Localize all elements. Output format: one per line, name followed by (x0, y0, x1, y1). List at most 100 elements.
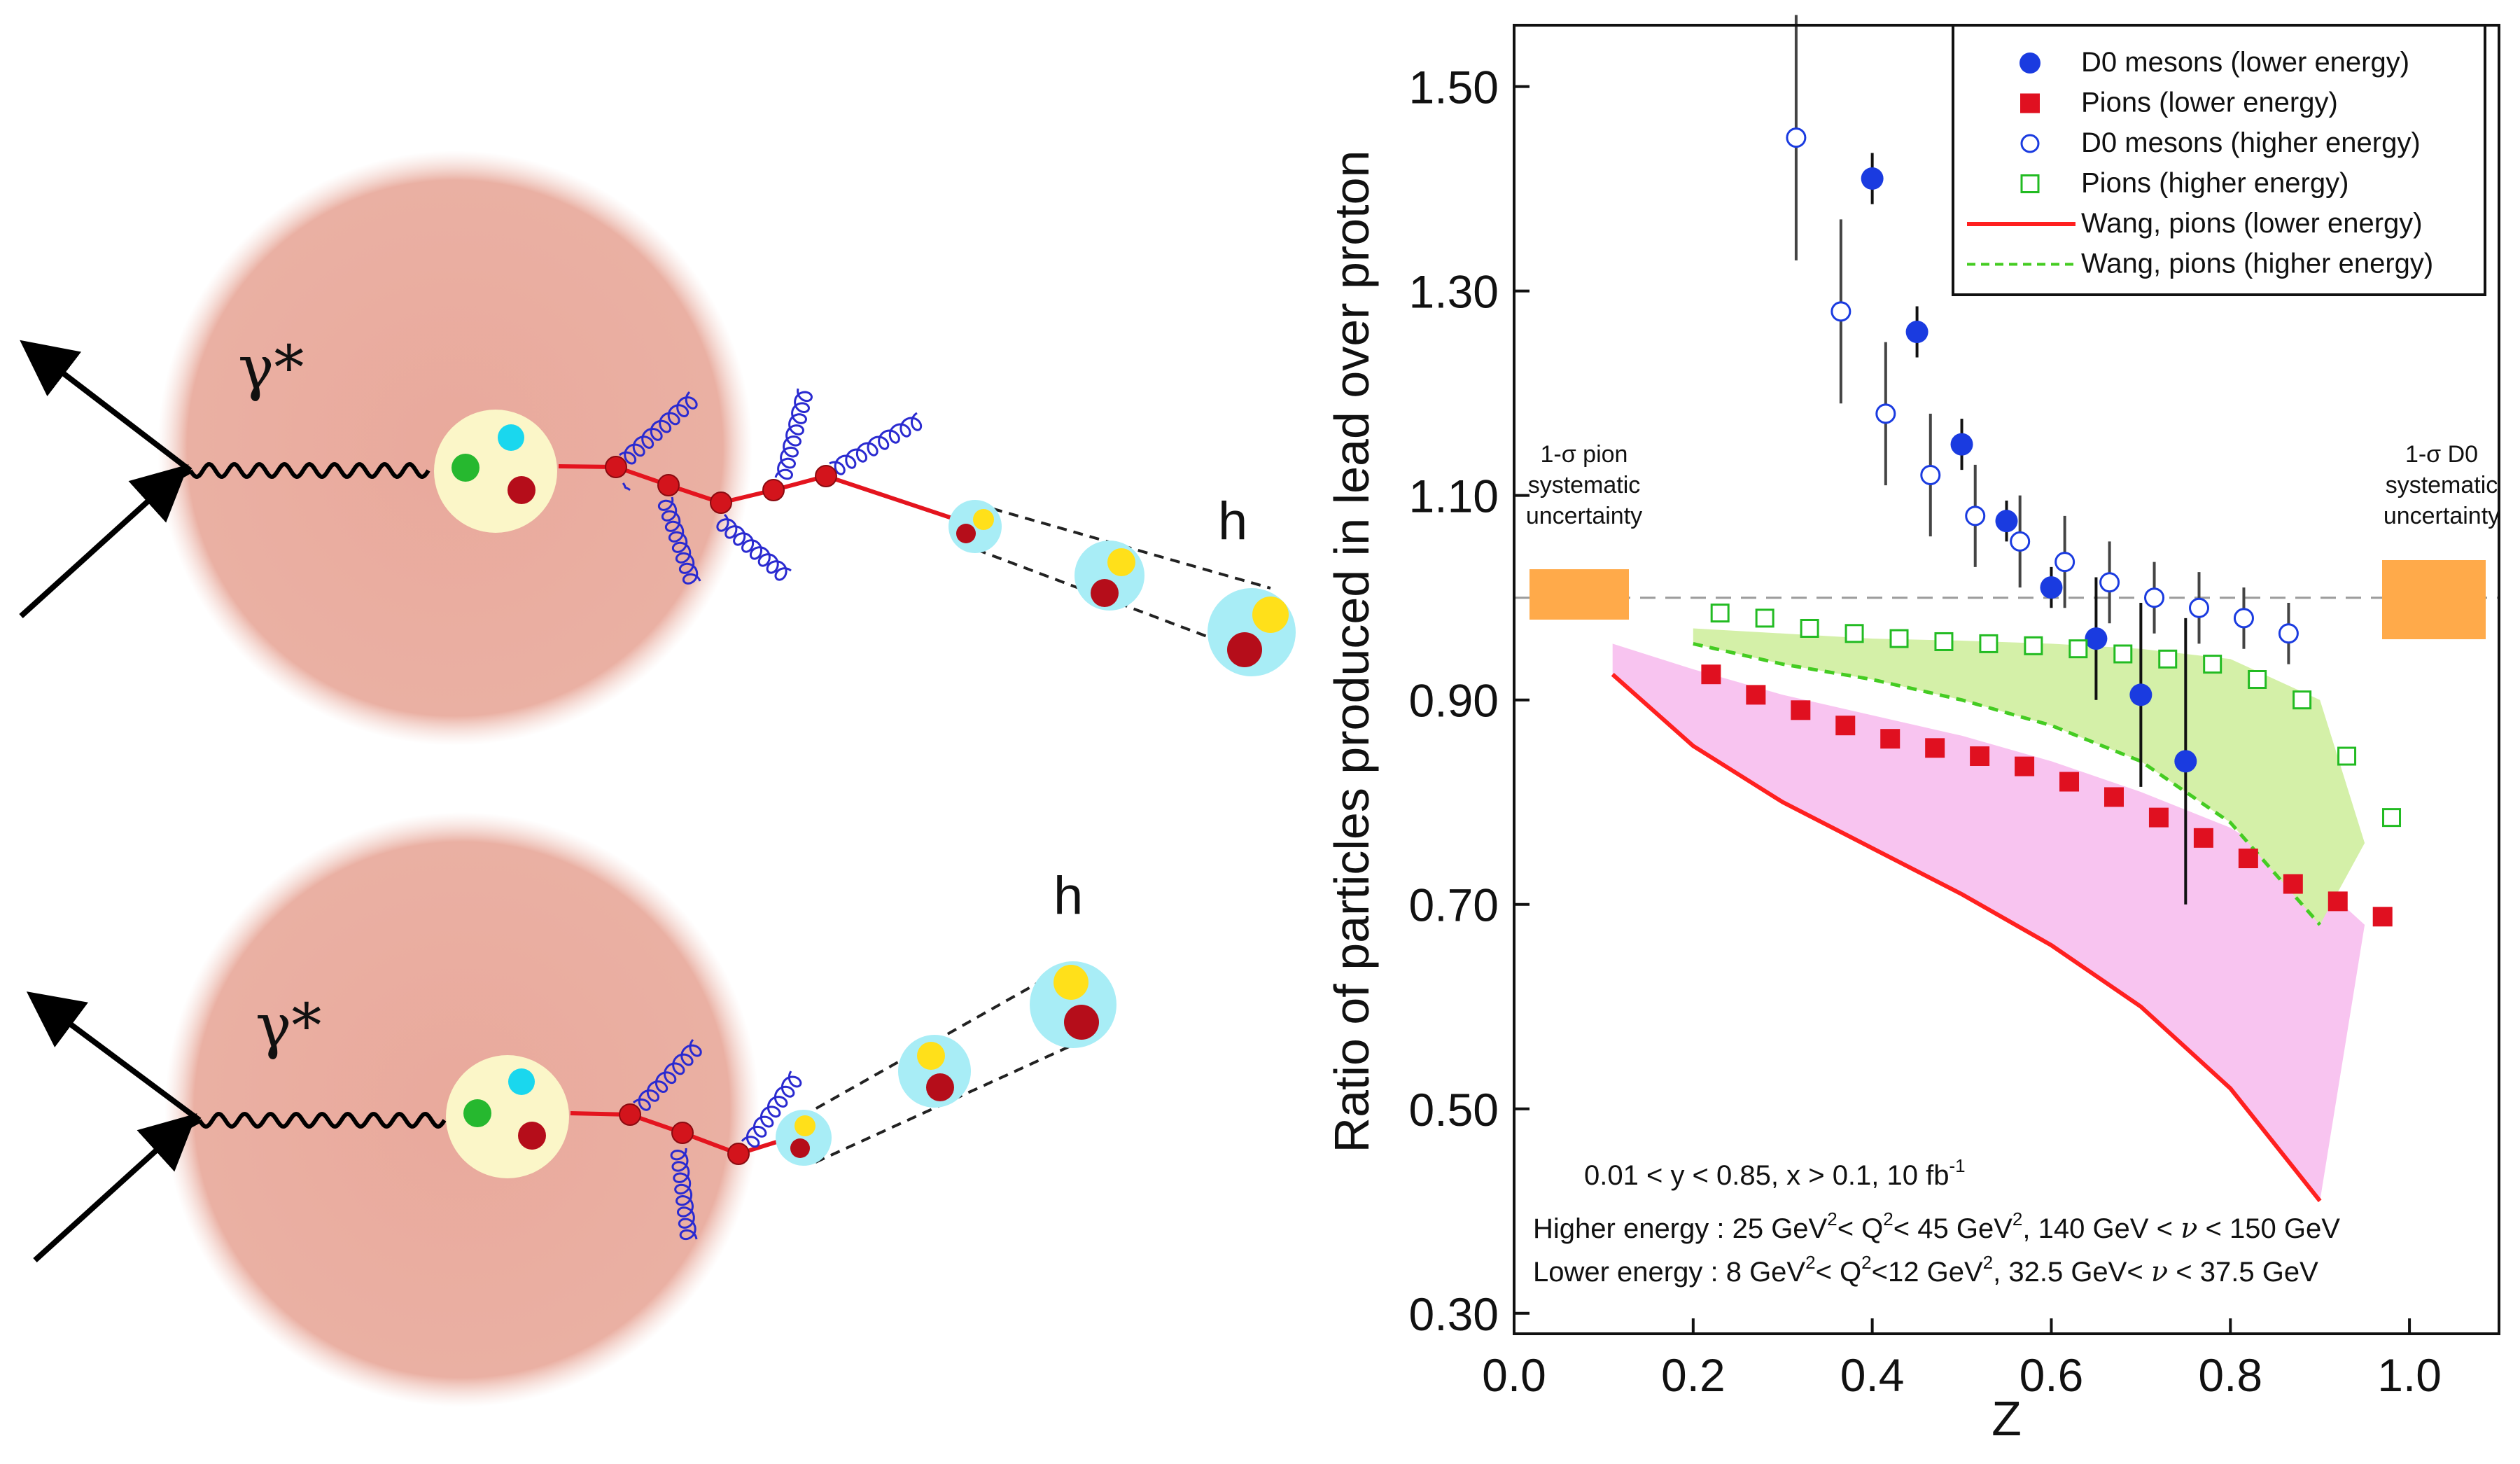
data-point (2189, 597, 2210, 618)
x-axis-label: Z (1991, 1391, 2022, 1446)
gluon-emissions-bottom (632, 1039, 802, 1241)
data-point (2233, 608, 2254, 629)
data-point (1791, 700, 1811, 720)
photon-label-bottom: γ* (255, 991, 321, 1061)
theory-band-1 (1612, 643, 2365, 1201)
y-axis-label: Ratio of particles produced in lead over… (1324, 151, 1379, 1153)
quark-cyan-top (498, 424, 524, 451)
photon-line-top (188, 461, 430, 480)
legend-label: Pions (higher energy) (2081, 168, 2348, 199)
y-tick-label: 0.50 (1409, 1084, 1499, 1136)
data-point (1970, 746, 1990, 767)
annotation-lower-sup-2: 2 (1861, 1252, 1871, 1273)
legend-marker (2019, 53, 2040, 74)
systematic-label-left-line: 1-σ pion (1541, 441, 1628, 468)
quark-red-top (507, 476, 536, 504)
data-point (2129, 683, 2152, 706)
systematic-box-left (1530, 569, 1629, 620)
legend-label: Pions (lower energy) (2081, 88, 2338, 118)
data-point (1950, 433, 1973, 456)
data-point (2203, 655, 2222, 674)
data-point (2040, 576, 2063, 599)
systematic-label-left-line: uncertainty (1526, 503, 1642, 529)
data-point (2059, 772, 2080, 792)
data-point (1875, 403, 1896, 424)
curve-5 (1611, 672, 2322, 1203)
incoming-lepton-top (19, 464, 189, 618)
data-point (2144, 587, 2165, 608)
data-point (2104, 787, 2124, 807)
annotation-lower-sup-3: 2 (1983, 1252, 1993, 1273)
theory-curves (1611, 641, 2322, 1203)
shower-vertices-top (605, 456, 837, 514)
legend: D0 mesons (lower energy) Pions (lower ene… (1952, 24, 2486, 296)
hadron-label-top: h (1218, 492, 1247, 551)
y-tick-label: 1.30 (1409, 266, 1499, 318)
legend-label: Wang, pions (higher energy) (2081, 249, 2433, 279)
data-point (1844, 624, 1864, 643)
data-point (1835, 716, 1856, 736)
x-tick-label: 0.4 (1840, 1349, 1905, 1401)
y-tick-label: 1.50 (1409, 62, 1499, 113)
quark-green-top (451, 454, 479, 482)
systematic-label-left-line: systematic (1528, 472, 1641, 499)
annotation-lower-sup-1: 2 (1805, 1252, 1815, 1273)
hadron-label-bottom: h (1054, 866, 1083, 926)
y-tick-label: 1.10 (1409, 470, 1499, 522)
legend-label: Wang, pions (lower energy) (2081, 208, 2423, 239)
systematic-boxes (1530, 560, 2486, 639)
data-point (2148, 807, 2169, 828)
data-points (1701, 15, 2402, 927)
systematic-label-right-line: systematic (2386, 472, 2498, 499)
data-point (1786, 127, 1807, 148)
shower-vertices-bottom (619, 1103, 750, 1165)
data-point (2174, 750, 2197, 773)
data-point (1861, 167, 1884, 190)
theory-band-2 (1693, 628, 2365, 925)
data-point (2248, 670, 2267, 689)
curve-6 (1693, 641, 2322, 926)
data-point (2292, 690, 2312, 710)
data-point (1934, 632, 1954, 651)
data-point (2337, 746, 2357, 766)
legend-label: D0 mesons (higher energy) (2081, 127, 2421, 158)
data-point (1925, 738, 1945, 758)
data-point (2085, 627, 2108, 650)
x-tick-label: 0.6 (2019, 1349, 2084, 1401)
data-point (2238, 849, 2258, 869)
legend-box (1952, 24, 2486, 296)
data-point (1889, 629, 1909, 648)
data-point (1880, 729, 1900, 749)
data-point (2382, 808, 2402, 828)
legend-marker (2020, 93, 2040, 113)
data-point (2010, 531, 2031, 552)
data-point (1920, 464, 1941, 485)
annotation-higher-sup-1: 2 (1827, 1208, 1837, 1229)
chart: 0.0 0.2 0.4 0.6 0.8 1.0 0.30 0.50 0.70 0.90 1.10 1.… (1324, 15, 2500, 1446)
systematic-labels: 1-σ pion systematic uncertainty 1-σ D0 syste… (1526, 441, 2500, 529)
annotation-cuts: 0.01 < y < 0.85, x > 0.1, 10 fb-1 (1584, 1155, 1966, 1191)
y-tick-label: 0.70 (1409, 879, 1499, 931)
y-tick-label: 0.30 (1409, 1288, 1499, 1340)
prehadron-1-bottom (776, 1110, 832, 1166)
diagram-bottom: γ* h (26, 812, 1116, 1407)
data-point (2054, 552, 2076, 573)
data-point (1746, 685, 1766, 705)
data-point (2328, 891, 2348, 912)
data-point (2113, 644, 2133, 664)
prehadron-1-top (948, 500, 1002, 553)
data-point (1965, 506, 1986, 527)
annotation-cuts-superscript: -1 (1949, 1155, 1965, 1176)
data-point (2015, 756, 2035, 776)
systematic-label-right-line: 1-σ D0 (2405, 441, 2478, 468)
data-point (1701, 664, 1721, 685)
y-tick-label: 0.90 (1409, 675, 1499, 727)
x-tick-label: 0.2 (1661, 1349, 1726, 1401)
data-point (2099, 572, 2120, 593)
data-point (1979, 634, 1998, 653)
annotation-lower: Lower energy : 8 GeV2< Q2<12 GeV2, 32.5 … (1533, 1252, 2318, 1288)
data-point (1800, 618, 1819, 638)
photon-line-bottom (197, 1111, 447, 1129)
legend-label: D0 mesons (lower energy) (2081, 47, 2409, 78)
annotation-higher-sup-3: 2 (2012, 1208, 2022, 1229)
